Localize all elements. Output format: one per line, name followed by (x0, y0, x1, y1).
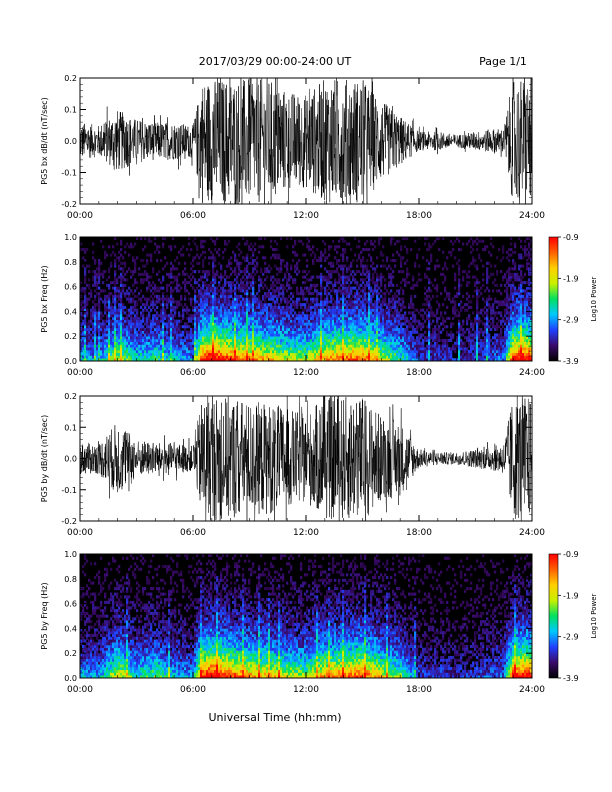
y-tick-label: 0.6 (64, 600, 77, 609)
x-tick-label: 00:00 (67, 685, 93, 695)
y-tick-label: 1.0 (64, 233, 77, 242)
y-tick-label: 0.0 (64, 357, 77, 366)
y-tick-label: 0.8 (64, 575, 77, 584)
series-line (80, 396, 532, 521)
x-tick-label: 24:00 (519, 211, 545, 221)
x-tick-label: 18:00 (406, 685, 432, 695)
x-tick-label: 00:00 (67, 368, 93, 378)
page-title: 2017/03/29 00:00-24:00 UT (199, 55, 352, 68)
colorbar-tick-label: -1.9 (563, 591, 579, 600)
x-tick-label: 18:00 (406, 528, 432, 538)
panel-1: 00:00 06:00 12:00 18:00 24:00 0.2 0.1 0.0 -0.1 -0… (40, 74, 545, 221)
panel-4: -0.9 -1.9 -2.9 -3.9 Log10 Power 00:00 06:00 12:… (40, 550, 598, 695)
x-tick-label: 00:00 (67, 528, 93, 538)
y-tick-label: 0.2 (64, 392, 77, 401)
y-tick-label: -0.1 (61, 486, 77, 495)
x-tick-label: 06:00 (180, 368, 206, 378)
y-tick-label: 0.0 (64, 137, 77, 146)
y-tick-label: -0.1 (61, 169, 77, 178)
y-tick-label: 0.2 (64, 332, 77, 341)
y-tick-label: 0.2 (64, 74, 77, 83)
x-tick-label: 24:00 (519, 368, 545, 378)
colorbar-tick-label: -3.9 (563, 674, 579, 683)
y-tick-label: 0.4 (64, 307, 77, 316)
colorbar-tick-label: -3.9 (563, 357, 579, 366)
y-tick-label: 1.0 (64, 550, 77, 559)
y-tick-label: 0.8 (64, 258, 77, 267)
y-axis-label: PG5 bx dB/dt (nT/sec) (40, 97, 49, 184)
colorbar-tick-label: -2.9 (563, 633, 579, 642)
colorbar (548, 236, 559, 362)
colorbar-label: Log10 Power (590, 593, 598, 638)
y-axis-label: PG5 by Freq (Hz) (40, 582, 49, 649)
colorbar-tick-label: -1.9 (563, 274, 579, 283)
y-tick-label: 0.1 (64, 106, 77, 115)
x-tick-label: 18:00 (406, 368, 432, 378)
y-tick-label: 0.4 (64, 624, 77, 633)
colorbar-tick-label: -0.9 (563, 550, 579, 559)
x-tick-label: 12:00 (293, 368, 319, 378)
x-tick-label: 00:00 (67, 211, 93, 221)
page-number: Page 1/1 (479, 55, 527, 68)
y-tick-label: 0.0 (64, 455, 77, 464)
y-tick-label: 0.6 (64, 283, 77, 292)
series-line (80, 78, 532, 204)
panel-2: -0.9 -1.9 -2.9 -3.9 Log10 Power 00:00 06:00 12:… (40, 233, 598, 378)
x-tick-label: 24:00 (519, 528, 545, 538)
x-tick-label: 06:00 (180, 528, 206, 538)
y-tick-label: 0.1 (64, 423, 77, 432)
y-tick-label: 0.0 (64, 674, 77, 683)
x-axis-label: Universal Time (hh:mm) (209, 711, 342, 724)
x-tick-label: 12:00 (293, 685, 319, 695)
x-tick-label: 18:00 (406, 211, 432, 221)
heatmap-cells (80, 554, 533, 679)
y-axis-label: PG5 by dB/dt (nT/sec) (40, 415, 49, 502)
colorbar-tick-label: -0.9 (563, 233, 579, 242)
x-tick-label: 24:00 (519, 685, 545, 695)
colorbar (548, 553, 559, 679)
x-tick-label: 06:00 (180, 211, 206, 221)
heatmap-cells (80, 237, 533, 362)
x-tick-label: 12:00 (293, 528, 319, 538)
y-axis-label: PG5 bx Freq (Hz) (40, 265, 49, 332)
panel-3: 00:00 06:00 12:00 18:00 24:00 0.2 0.1 0.0 -0.1 -0… (40, 392, 545, 538)
y-tick-label: -0.2 (61, 200, 77, 209)
y-tick-label: 0.2 (64, 649, 77, 658)
y-tick-label: -0.2 (61, 517, 77, 526)
x-tick-label: 06:00 (180, 685, 206, 695)
colorbar-label: Log10 Power (590, 276, 598, 321)
colorbar-tick-label: -2.9 (563, 316, 579, 325)
x-tick-label: 12:00 (293, 211, 319, 221)
